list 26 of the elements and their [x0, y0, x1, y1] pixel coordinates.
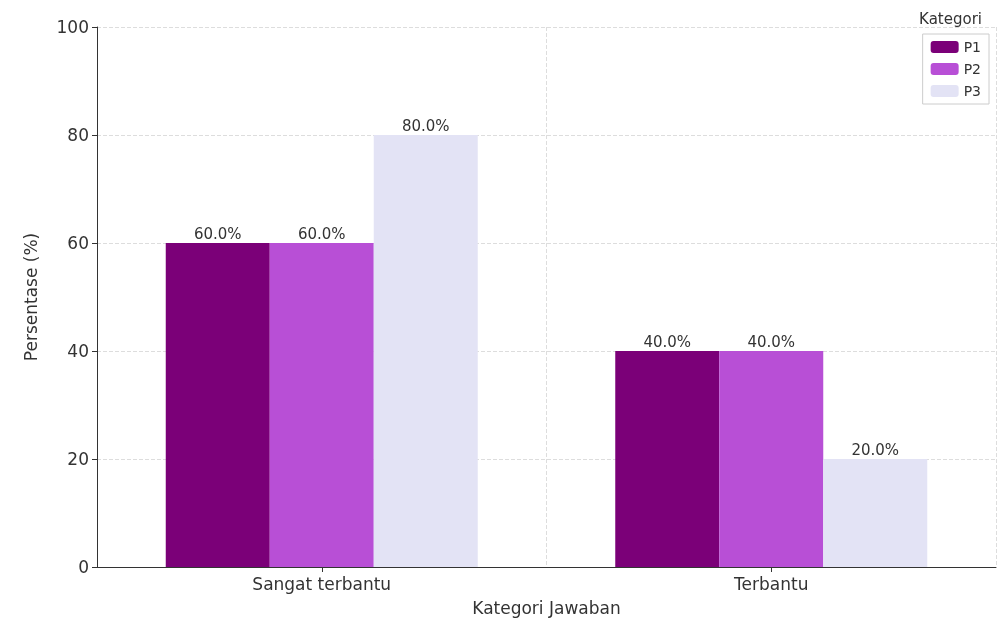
bar [823, 459, 928, 567]
x-tick-label: Terbantu [733, 573, 809, 594]
bar [269, 243, 374, 567]
y-tick-label: 40 [67, 341, 89, 361]
data-label: 60.0% [193, 224, 242, 243]
bar [373, 135, 478, 567]
y-tick-label: 60 [67, 233, 89, 253]
legend-title: Kategori [919, 9, 983, 28]
bar [165, 243, 270, 567]
x-tick-label: Sangat terbantu [252, 573, 392, 594]
legend-label: P1 [963, 39, 982, 55]
y-tick-label: 0 [78, 557, 89, 577]
legend-label: P3 [963, 83, 982, 99]
y-tick-label: 20 [67, 449, 89, 469]
y-axis-title: Persentase (%) [20, 232, 41, 362]
y-tick-label: 100 [56, 17, 89, 37]
data-label: 20.0% [851, 440, 900, 459]
data-label: 40.0% [643, 332, 692, 351]
y-tick-label: 80 [67, 125, 89, 145]
data-label: 60.0% [297, 224, 346, 243]
data-label: 80.0% [401, 116, 450, 135]
data-label: 40.0% [747, 332, 796, 351]
x-axis-title: Kategori Jawaban [472, 597, 621, 618]
bar [615, 351, 720, 567]
bar [719, 351, 824, 567]
legend-label: P2 [963, 61, 982, 77]
